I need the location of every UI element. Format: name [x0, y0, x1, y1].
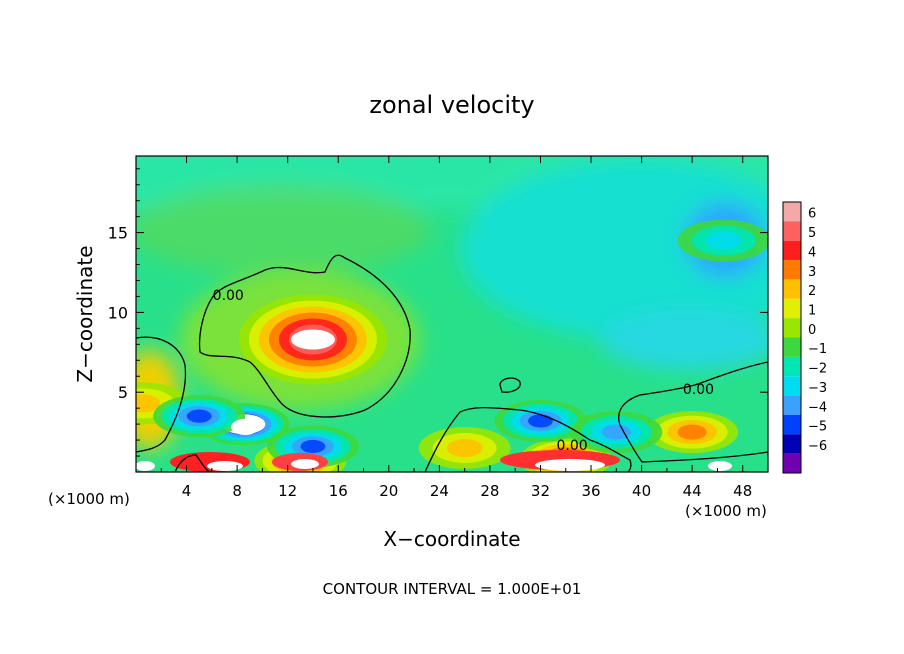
- x-tick-label: 36: [581, 482, 600, 500]
- colorbar-swatch: [783, 395, 801, 415]
- surface-core-1: [207, 461, 243, 471]
- level-ring: [528, 414, 553, 428]
- level-ring: [446, 439, 483, 458]
- colorbar-label: −2: [808, 362, 827, 377]
- colorbar-label: −5: [808, 420, 827, 435]
- colorbar-swatch: [783, 318, 801, 338]
- y-tick-label: 10: [108, 303, 128, 322]
- contour-main: [198, 254, 411, 418]
- x-axis-title: X−coordinate: [383, 527, 520, 551]
- colorbar-label: −4: [808, 400, 827, 415]
- x-tick-label: 44: [683, 482, 702, 500]
- colorbar-swatch: [783, 356, 801, 377]
- colorbar-label: 4: [808, 245, 816, 260]
- x-tick-label: 16: [329, 482, 348, 500]
- y-axis-ticks: 5 10 15: [108, 168, 768, 457]
- level-ring: [300, 439, 326, 454]
- colorbar-swatch: [783, 434, 801, 454]
- x-tick-label: 12: [278, 482, 297, 500]
- colorbar-swatch: [783, 414, 801, 435]
- x-unit-right: (×1000 m): [685, 502, 767, 520]
- contour-low-left: [174, 454, 211, 472]
- level-ring: [136, 394, 161, 413]
- colorbar-frame: [782, 201, 802, 474]
- saturated-core: [290, 329, 335, 350]
- level-ring: [186, 409, 212, 423]
- colorbar-swatch: [783, 221, 801, 241]
- surface-core-2: [291, 459, 319, 469]
- colorbar-label: 0: [808, 323, 816, 338]
- y-axis-title: Z−coordinate: [73, 245, 97, 382]
- contour-left: [136, 336, 187, 453]
- contour-right: [618, 361, 768, 463]
- contour-low-mid: [424, 406, 632, 472]
- colorbar-swatch: [783, 337, 801, 357]
- colorbar-label: 1: [808, 303, 816, 318]
- surface-core-3: [535, 459, 605, 471]
- maximum-2: [646, 411, 739, 454]
- colorbar-swatch: [783, 453, 801, 473]
- surface-core-4: [708, 461, 732, 471]
- x-tick-label: 8: [232, 482, 242, 500]
- colorbar-label: 2: [808, 284, 816, 299]
- chart-title: zonal velocity: [369, 91, 534, 119]
- y-tick-label: 15: [108, 224, 128, 243]
- x-tick-label: 24: [430, 482, 449, 500]
- x-tick-label: 28: [480, 482, 499, 500]
- colorbar-swatch: [783, 202, 801, 222]
- contour-label: 0.00: [683, 382, 714, 398]
- surface-cold-1: [231, 419, 259, 435]
- colorbar-label: 3: [808, 265, 816, 280]
- level-ring: [601, 424, 631, 440]
- colorbar-swatch: [783, 298, 801, 319]
- x-tick-label: 40: [632, 482, 651, 500]
- colorbar-label: −6: [808, 439, 827, 454]
- colorbar-swatch: [783, 260, 801, 280]
- colorbar-swatch: [783, 376, 801, 396]
- contour-label: 0.00: [213, 288, 244, 304]
- colorbar-label: −3: [808, 381, 827, 396]
- contour-labels: 0.00 0.00 0.00: [213, 288, 714, 454]
- surface-core-5: [136, 461, 155, 471]
- colorbar: 6 5 4 3 2 1 0 −1 −2 −3 −4 −5 −6: [782, 201, 827, 474]
- field-band-green: [136, 185, 430, 275]
- level-ring: [677, 424, 707, 440]
- x-axis-ticks: 4 8 12 16 20 24 28 32 36 40 44 48: [160, 156, 752, 500]
- level-ring: [705, 231, 742, 250]
- x-unit-left: (×1000 m): [48, 490, 130, 508]
- contour-interval-note: CONTOUR INTERVAL = 1.000E+01: [323, 580, 582, 598]
- velocity-field: [136, 156, 768, 472]
- surface-layer: [136, 419, 732, 472]
- minimum-7: [153, 395, 246, 438]
- field-band-cyan: [460, 160, 768, 340]
- minimum-11: [677, 219, 768, 262]
- y-tick-label: 5: [118, 383, 128, 402]
- colorbar-label: 5: [808, 226, 816, 241]
- field-band-lowcyan: [600, 310, 768, 370]
- contour-label: 0.00: [556, 438, 587, 454]
- minimum-10: [570, 411, 663, 454]
- colorbar-label: −1: [808, 342, 827, 357]
- colorbar-swatch: [783, 240, 801, 261]
- maximum-0: [238, 294, 387, 385]
- colorbar-swatch: [783, 279, 801, 299]
- x-tick-label: 4: [182, 482, 192, 500]
- x-tick-label: 32: [531, 482, 550, 500]
- zero-contours: [136, 254, 768, 472]
- colorbar-label: 6: [808, 207, 816, 222]
- maximum-3: [418, 427, 511, 470]
- contour-blob: [499, 377, 521, 393]
- x-tick-label: 48: [733, 482, 752, 500]
- x-tick-label: 20: [379, 482, 398, 500]
- plot-frame: [135, 155, 769, 473]
